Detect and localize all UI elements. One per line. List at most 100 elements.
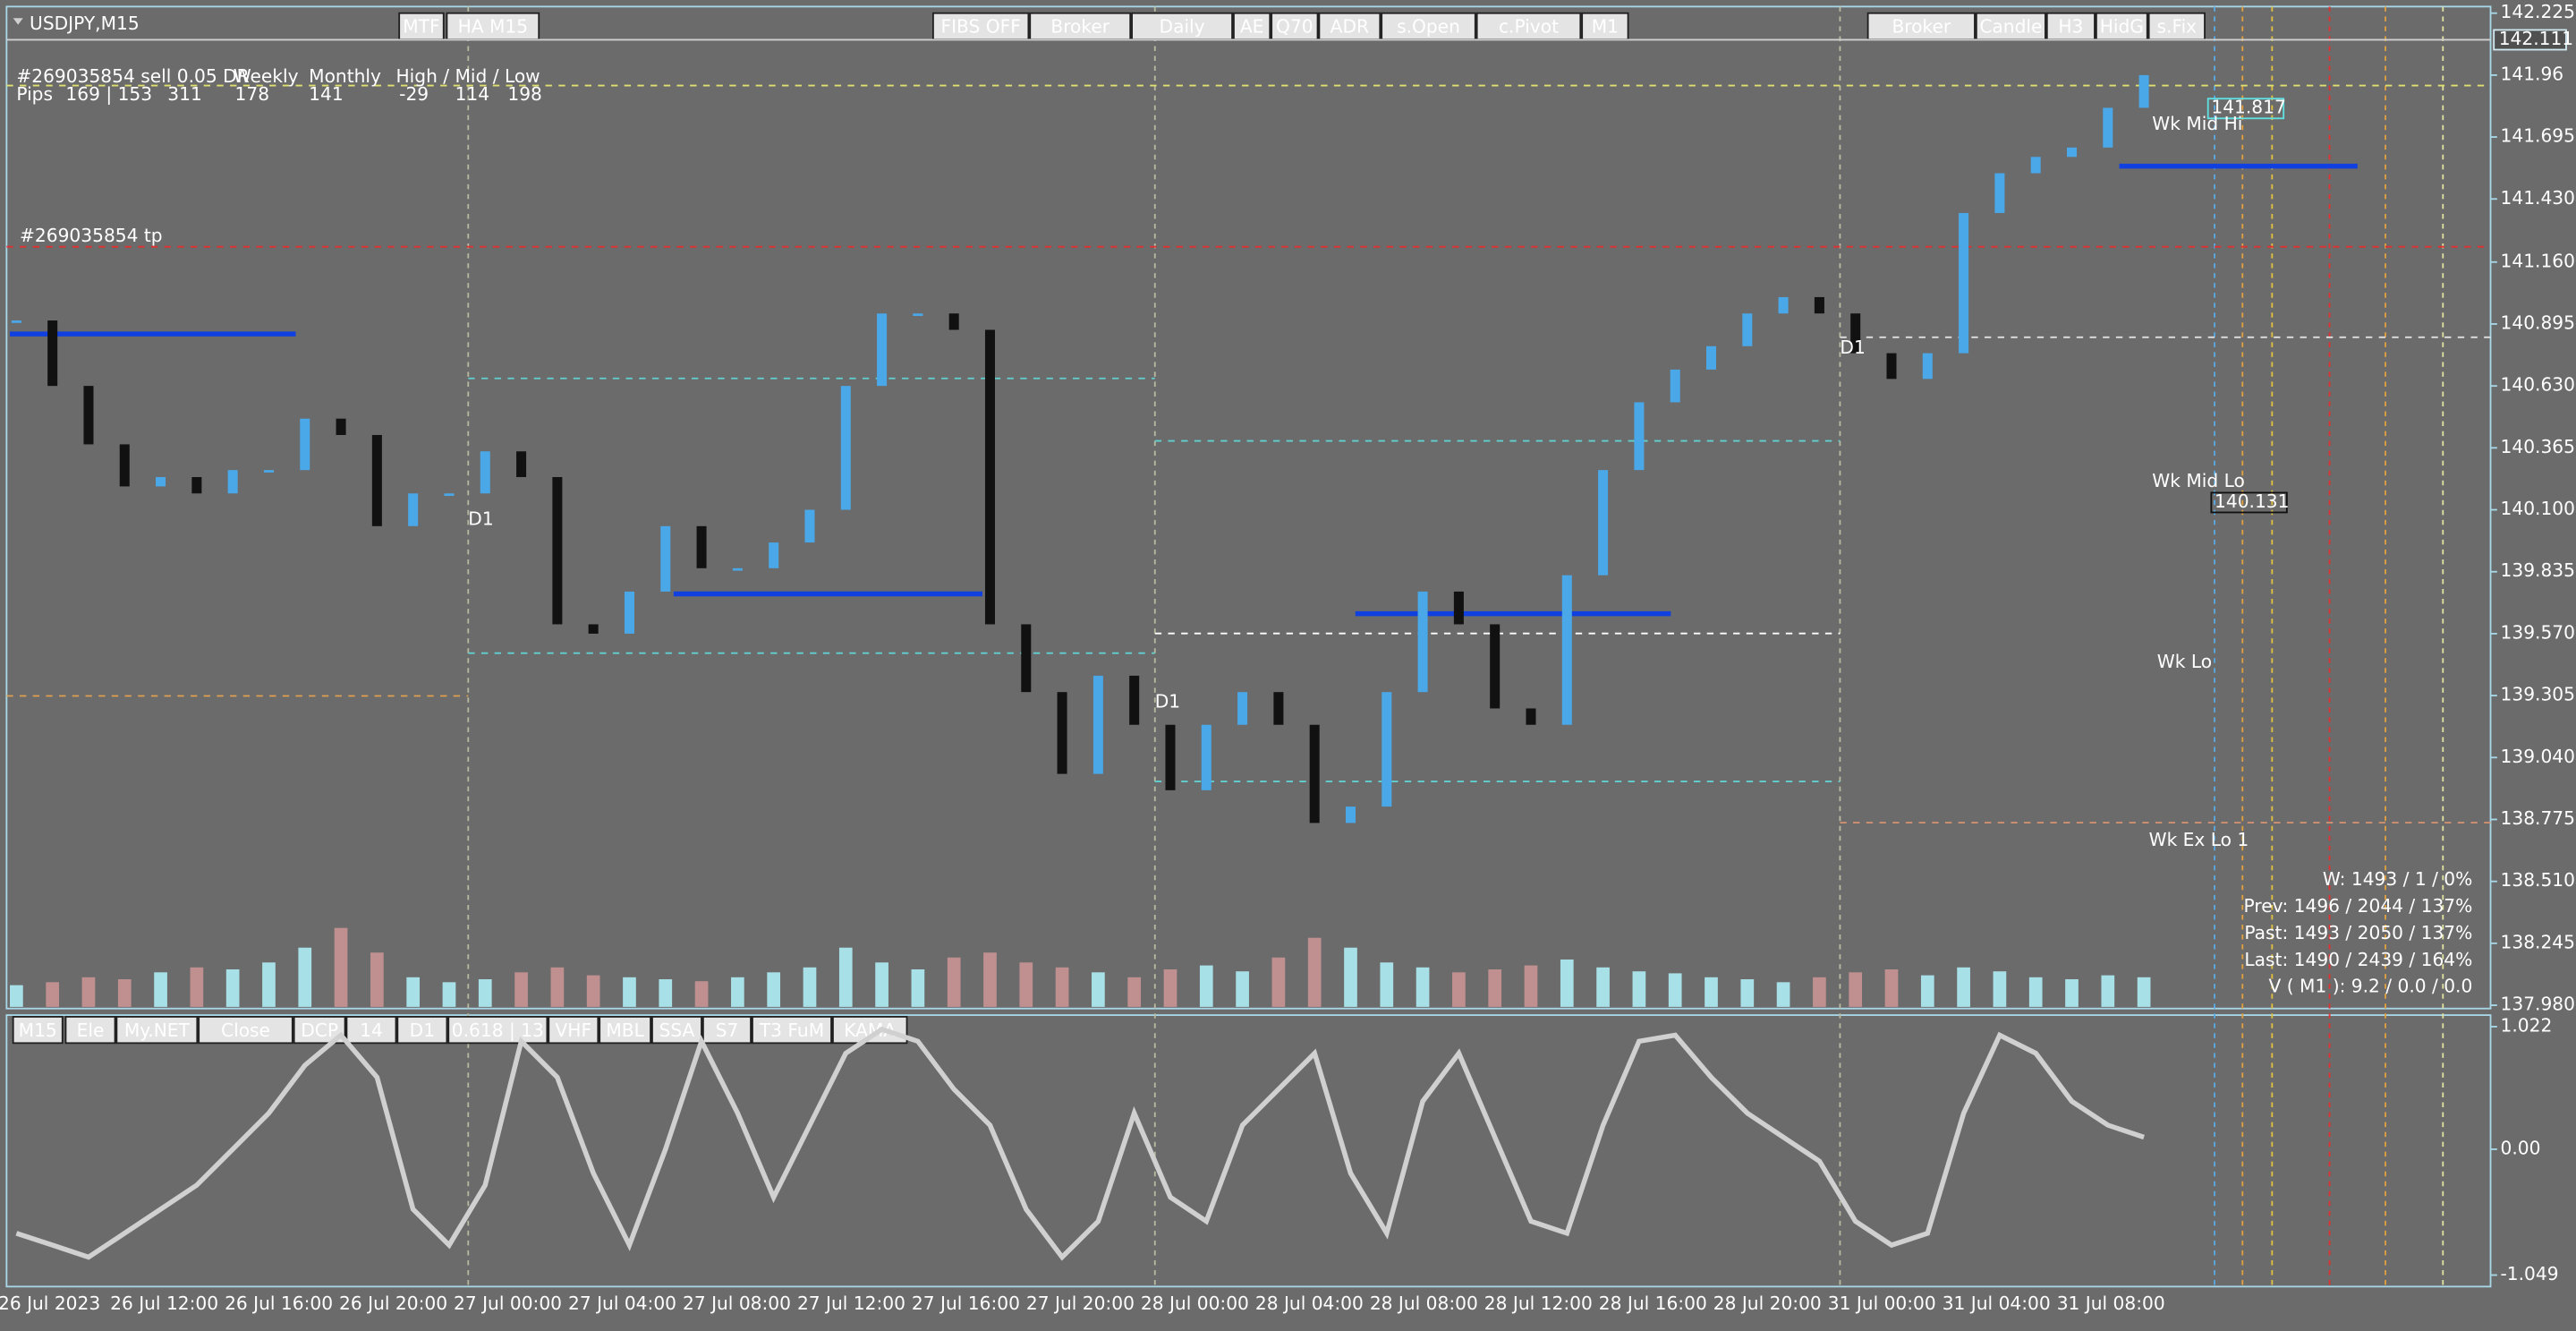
button-label[interactable]: SSA — [659, 1020, 695, 1041]
button-face[interactable] — [447, 1016, 548, 1045]
button-label[interactable]: Q70 — [1276, 16, 1314, 38]
button-face[interactable] — [115, 1016, 199, 1045]
button-face[interactable] — [198, 1016, 293, 1045]
toolbar-button[interactable]: SSA — [651, 1016, 702, 1045]
candle — [408, 493, 419, 526]
x-tick-label: 27 Jul 16:00 — [912, 1293, 1020, 1314]
volume-bar — [1524, 965, 1538, 1007]
button-face[interactable] — [396, 1016, 448, 1045]
button-label[interactable]: 14 — [360, 1020, 383, 1041]
volume-bar — [1993, 971, 2007, 1007]
button-label[interactable]: MBL — [606, 1020, 644, 1041]
toolbar-button[interactable]: Close — [198, 1016, 293, 1045]
button-face[interactable] — [701, 1016, 752, 1045]
button-label[interactable]: HidG — [2100, 16, 2144, 38]
toolbar-button[interactable]: 14 — [345, 1016, 397, 1045]
button-face[interactable] — [1131, 12, 1233, 41]
toolbar-button[interactable]: MTF — [398, 12, 445, 41]
button-label[interactable]: AE — [1240, 16, 1264, 38]
button-label[interactable]: M15 — [19, 1020, 57, 1041]
y-tick-label: 139.305 — [2501, 684, 2575, 705]
button-label[interactable]: H3 — [2058, 16, 2083, 38]
button-label[interactable]: T3 FuM — [759, 1020, 824, 1041]
toolbar-button[interactable]: Q70 — [1271, 12, 1319, 41]
toolbar-button[interactable]: ADR — [1318, 12, 1382, 41]
button-face[interactable] — [1318, 12, 1382, 41]
toolbar-button[interactable]: DCP — [293, 1016, 346, 1045]
button-label[interactable]: Ele — [77, 1020, 105, 1041]
candle — [1057, 692, 1067, 774]
toolbar-button[interactable]: Candle — [1975, 12, 2046, 41]
button-label[interactable]: M1 — [1592, 16, 1619, 38]
button-face[interactable] — [752, 1016, 832, 1045]
button-face[interactable] — [12, 1016, 64, 1045]
toolbar-button[interactable]: c.Pivot — [1475, 12, 1582, 41]
button-face[interactable] — [548, 1016, 599, 1045]
toolbar-button[interactable]: FIBS OFF — [931, 12, 1030, 41]
toolbar-button[interactable]: Broker — [1029, 12, 1132, 41]
toolbar-button[interactable]: 0.618 | 13 — [447, 1016, 548, 1045]
button-face[interactable] — [651, 1016, 702, 1045]
toolbar-button[interactable]: M15 — [12, 1016, 64, 1045]
toolbar-button[interactable]: S7 — [701, 1016, 752, 1045]
button-face[interactable] — [1975, 12, 2046, 41]
toolbar-button[interactable]: Daily — [1131, 12, 1233, 41]
button-face[interactable] — [931, 12, 1030, 41]
button-face[interactable] — [1381, 12, 1476, 41]
button-label[interactable]: DCP — [301, 1020, 338, 1041]
candle — [1526, 708, 1536, 725]
volume-bar — [1416, 967, 1430, 1007]
toolbar-button[interactable]: H3 — [2045, 12, 2096, 41]
button-label[interactable]: Close — [221, 1020, 270, 1041]
button-face[interactable] — [1475, 12, 1582, 41]
toolbar-button[interactable]: D1 — [396, 1016, 448, 1045]
toolbar-button[interactable]: Broker — [1866, 12, 1976, 41]
button-face[interactable] — [2045, 12, 2096, 41]
button-label[interactable]: FIBS OFF — [940, 16, 1020, 38]
toolbar-button[interactable]: M1 — [1581, 12, 1629, 41]
button-face[interactable] — [2147, 12, 2206, 41]
toolbar-button[interactable]: MBL — [599, 1016, 652, 1045]
button-face[interactable] — [599, 1016, 652, 1045]
button-label[interactable]: c.Pivot — [1499, 16, 1559, 38]
toolbar-button[interactable]: VHF — [548, 1016, 599, 1045]
button-label[interactable]: Broker — [1892, 16, 1951, 38]
collapse-icon[interactable] — [13, 18, 23, 25]
toolbar-button[interactable]: HA M15 — [446, 12, 540, 41]
button-face[interactable] — [64, 1016, 116, 1045]
y-tick-label: 138.775 — [2501, 807, 2575, 829]
stat-line: W: 1493 / 1 / 0% — [2323, 868, 2472, 890]
button-label[interactable]: s.Fix — [2157, 16, 2198, 38]
button-label[interactable]: My.NET — [124, 1020, 191, 1041]
toolbar-button[interactable]: T3 FuM — [752, 1016, 832, 1045]
button-label[interactable]: Candle — [1979, 16, 2042, 38]
toolbar-button[interactable]: AE — [1232, 12, 1271, 41]
level-label: Wk Ex Lo 1 — [2149, 829, 2249, 850]
button-label[interactable]: D1 — [410, 1020, 435, 1041]
y-tick-label: 138.245 — [2501, 931, 2575, 952]
button-label[interactable]: 0.618 | 13 — [452, 1020, 544, 1041]
button-label[interactable]: S7 — [716, 1020, 739, 1041]
toolbar-button[interactable]: s.Fix — [2147, 12, 2206, 41]
volume-bar — [1199, 965, 1213, 1007]
button-label[interactable]: s.Open — [1397, 16, 1460, 38]
button-face[interactable] — [1029, 12, 1132, 41]
button-face[interactable] — [2095, 12, 2148, 41]
toolbar-button[interactable]: My.NET — [115, 1016, 199, 1045]
stat-line: V ( M1 ): 9.2 / 0.0 / 0.0 — [2269, 976, 2473, 997]
volume-bar — [442, 982, 456, 1007]
toolbar-button[interactable]: s.Open — [1381, 12, 1476, 41]
toolbar-button[interactable]: HidG — [2095, 12, 2148, 41]
button-label[interactable]: Daily — [1160, 16, 1205, 38]
pivot-bars — [10, 163, 2358, 617]
button-label[interactable]: HA M15 — [458, 16, 528, 38]
button-label[interactable]: MTF — [403, 16, 439, 38]
button-label[interactable]: VHF — [556, 1020, 592, 1041]
button-face[interactable] — [293, 1016, 346, 1045]
toolbar-button[interactable]: Ele — [64, 1016, 116, 1045]
button-label[interactable]: ADR — [1331, 16, 1369, 38]
y-tick-label: 140.895 — [2501, 311, 2575, 333]
button-face[interactable] — [1271, 12, 1319, 41]
button-label[interactable]: Broker — [1050, 16, 1109, 38]
button-face[interactable] — [345, 1016, 397, 1045]
